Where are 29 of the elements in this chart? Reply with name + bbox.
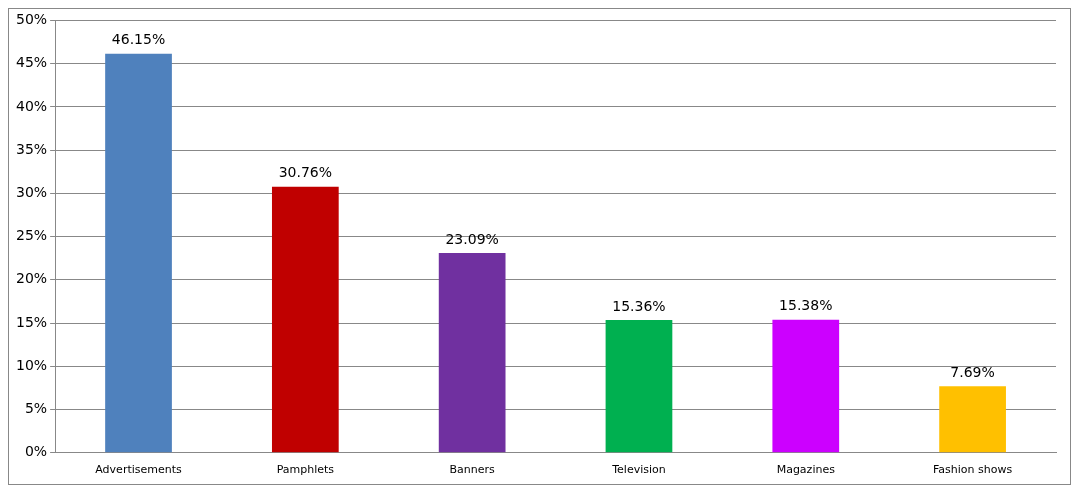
data-label: 30.76% bbox=[278, 164, 333, 181]
bar bbox=[271, 186, 339, 453]
bar bbox=[772, 319, 840, 453]
bar bbox=[605, 319, 673, 453]
x-tick-label: Pamphlets bbox=[276, 463, 335, 477]
y-tick-label: 35% bbox=[15, 140, 48, 157]
y-tick-label: 25% bbox=[15, 227, 48, 244]
x-tick-label: Banners bbox=[449, 463, 496, 477]
y-tick-label: 40% bbox=[15, 97, 48, 114]
x-tick-label: Advertisements bbox=[95, 463, 183, 477]
y-tick-label: 30% bbox=[15, 184, 48, 200]
y-tick-label: 10% bbox=[15, 356, 48, 373]
data-label: 46.15% bbox=[111, 31, 166, 48]
x-tick-label: Magazines bbox=[776, 463, 836, 477]
y-tick-label: 45% bbox=[15, 54, 48, 71]
x-tick-label: Fashion shows bbox=[933, 463, 1013, 477]
y-tick-label: 5% bbox=[24, 400, 48, 417]
data-label: 15.38% bbox=[779, 297, 833, 314]
data-label: 15.36% bbox=[612, 297, 666, 314]
bar bbox=[438, 253, 506, 453]
y-tick-label: 15% bbox=[15, 313, 48, 330]
x-tick-label: Television bbox=[611, 463, 666, 477]
bar bbox=[105, 53, 172, 453]
y-tick-label: 0% bbox=[24, 443, 48, 460]
bar bbox=[939, 386, 1006, 453]
data-label: 23.09% bbox=[445, 230, 499, 247]
y-tick-label: 50% bbox=[15, 11, 48, 28]
y-tick-label: 20% bbox=[15, 270, 48, 287]
data-label: 7.69% bbox=[950, 363, 995, 380]
